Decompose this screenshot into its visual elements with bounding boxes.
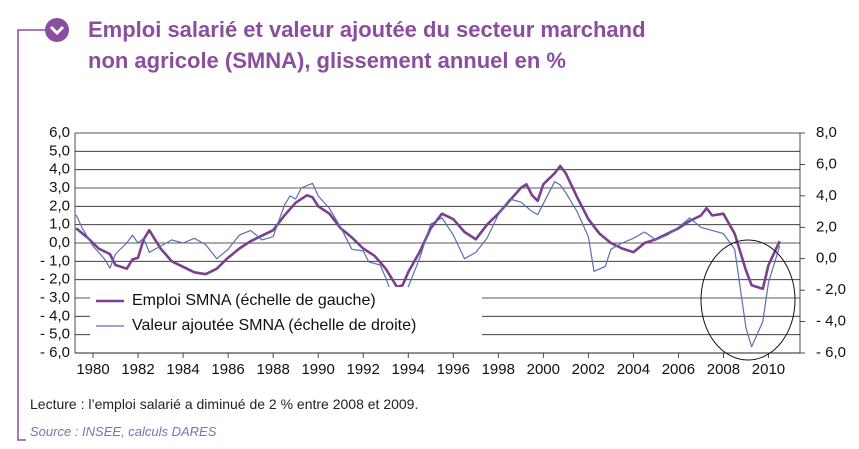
y2-tick-label: 2,0	[816, 218, 837, 235]
y-tick-label: - 1,0	[40, 252, 70, 269]
x-tick-label: 1980	[76, 361, 109, 378]
y-tick-label: 5,0	[49, 142, 70, 159]
source: Source : INSEE, calculs DARES	[30, 424, 217, 439]
x-tick-label: 1988	[256, 361, 289, 378]
x-tick-label: 2006	[662, 361, 695, 378]
y-tick-label: 2,0	[49, 197, 70, 214]
series-line	[75, 164, 781, 291]
y-tick-label: - 3,0	[40, 289, 70, 306]
icon	[45, 18, 69, 42]
annotation-ellipse	[700, 239, 796, 361]
chart-title: Emploi salarié et valeur ajoutée du sect…	[88, 17, 646, 73]
x-tick-label: 1994	[392, 361, 425, 378]
note: Lecture : l’emploi salarié a diminué de …	[30, 396, 419, 412]
y2-tick-label: 0,0	[816, 250, 837, 267]
y-tick-label: 4,0	[49, 161, 70, 178]
x-tick-label: 1990	[301, 361, 334, 378]
x-tick-label: 1998	[482, 361, 515, 378]
y-tick-label: - 4,0	[40, 307, 70, 324]
frame	[17, 29, 45, 441]
y-tick-label: - 5,0	[40, 326, 70, 343]
y-tick-label: - 6,0	[40, 344, 70, 361]
y2-tick-label: 4,0	[816, 187, 837, 204]
legend-label: Emploi SMNA (échelle de gauche)	[132, 292, 376, 309]
y2-tick-label: - 4,0	[816, 313, 846, 330]
x-tick-label: 2004	[617, 361, 650, 378]
y2-tick-label: 6,0	[816, 155, 837, 172]
x-tick-label: 2000	[527, 361, 560, 378]
x-tick-label: 2002	[572, 361, 605, 378]
y-tick-label: - 2,0	[40, 271, 70, 288]
x-tick-label: 2008	[707, 361, 740, 378]
legend-box	[90, 287, 482, 341]
y2-tick-label: - 6,0	[816, 344, 846, 361]
y2-tick-label: - 2,0	[816, 281, 846, 298]
y2-tick-label: 8,0	[816, 124, 837, 141]
y-tick-label: 1,0	[49, 216, 70, 233]
y-tick-label: 3,0	[49, 179, 70, 196]
x-tick-label: 1984	[166, 361, 199, 378]
y-tick-label: 0,0	[49, 234, 70, 251]
x-tick-label: 1982	[121, 361, 154, 378]
icon-chevron	[49, 25, 65, 36]
x-tick-label: 1986	[211, 361, 244, 378]
x-tick-label: 2010	[752, 361, 785, 378]
legend-label: Valeur ajoutée SMNA (échelle de droite)	[132, 317, 416, 334]
x-tick-label: 1996	[437, 361, 470, 378]
x-tick-label: 1992	[347, 361, 380, 378]
y-tick-label: 6,0	[49, 124, 70, 141]
